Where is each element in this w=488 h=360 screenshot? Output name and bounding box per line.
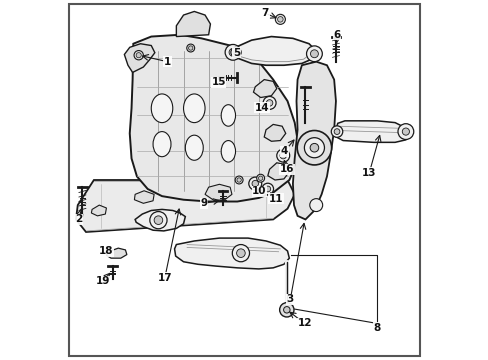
Ellipse shape [224, 44, 241, 60]
Ellipse shape [280, 152, 286, 159]
Ellipse shape [263, 96, 276, 109]
Polygon shape [267, 163, 289, 180]
Ellipse shape [330, 126, 342, 137]
Ellipse shape [248, 177, 261, 190]
Text: 7: 7 [261, 8, 268, 18]
Ellipse shape [275, 14, 285, 24]
Ellipse shape [151, 94, 172, 123]
Ellipse shape [149, 212, 167, 229]
Polygon shape [135, 210, 185, 231]
Text: 14: 14 [254, 103, 268, 113]
Polygon shape [76, 180, 294, 232]
Text: 5: 5 [232, 48, 240, 58]
Ellipse shape [309, 143, 318, 152]
Ellipse shape [264, 186, 270, 192]
Text: 17: 17 [157, 273, 172, 283]
Ellipse shape [397, 124, 413, 139]
Polygon shape [264, 125, 285, 141]
Ellipse shape [256, 174, 264, 182]
Polygon shape [176, 12, 210, 37]
Polygon shape [228, 37, 316, 65]
Ellipse shape [183, 94, 204, 123]
Polygon shape [129, 35, 298, 202]
Text: 19: 19 [96, 276, 110, 286]
Ellipse shape [188, 46, 192, 50]
Polygon shape [174, 238, 289, 269]
Ellipse shape [185, 135, 203, 160]
Text: 2: 2 [75, 215, 82, 224]
Ellipse shape [258, 176, 262, 180]
Text: 11: 11 [268, 194, 283, 204]
Ellipse shape [136, 53, 141, 58]
Text: 12: 12 [297, 319, 311, 328]
Polygon shape [204, 184, 231, 201]
Text: 13: 13 [361, 168, 376, 178]
Ellipse shape [266, 100, 272, 106]
Polygon shape [124, 44, 155, 72]
Ellipse shape [235, 176, 243, 184]
Text: 1: 1 [163, 57, 171, 67]
Ellipse shape [230, 47, 241, 57]
Ellipse shape [154, 216, 163, 225]
Ellipse shape [276, 149, 289, 162]
Ellipse shape [262, 183, 273, 195]
Ellipse shape [251, 180, 258, 187]
Ellipse shape [232, 244, 249, 262]
Ellipse shape [221, 140, 235, 162]
Ellipse shape [279, 303, 293, 317]
Text: 15: 15 [211, 77, 225, 87]
Text: 9: 9 [201, 198, 207, 208]
Ellipse shape [236, 249, 244, 257]
Ellipse shape [153, 132, 171, 157]
Polygon shape [253, 80, 276, 98]
Text: 18: 18 [99, 246, 113, 256]
Ellipse shape [402, 128, 408, 135]
Ellipse shape [297, 131, 331, 165]
Text: 6: 6 [333, 30, 340, 40]
Text: 16: 16 [279, 164, 293, 174]
Ellipse shape [277, 17, 283, 22]
Polygon shape [106, 248, 126, 258]
Ellipse shape [186, 44, 194, 52]
Polygon shape [134, 191, 154, 203]
Ellipse shape [306, 46, 322, 62]
Text: 4: 4 [281, 146, 288, 156]
Ellipse shape [309, 199, 322, 212]
Ellipse shape [304, 138, 324, 158]
Text: 3: 3 [286, 294, 293, 304]
Polygon shape [334, 121, 408, 142]
Ellipse shape [283, 307, 289, 313]
Ellipse shape [310, 50, 318, 58]
Ellipse shape [333, 129, 339, 134]
Ellipse shape [221, 105, 235, 126]
Ellipse shape [233, 50, 238, 55]
Polygon shape [91, 205, 106, 216]
Text: 8: 8 [373, 323, 380, 333]
Ellipse shape [237, 178, 241, 182]
Polygon shape [292, 62, 335, 220]
Ellipse shape [134, 50, 143, 60]
Text: 10: 10 [252, 186, 266, 197]
Ellipse shape [228, 48, 237, 56]
